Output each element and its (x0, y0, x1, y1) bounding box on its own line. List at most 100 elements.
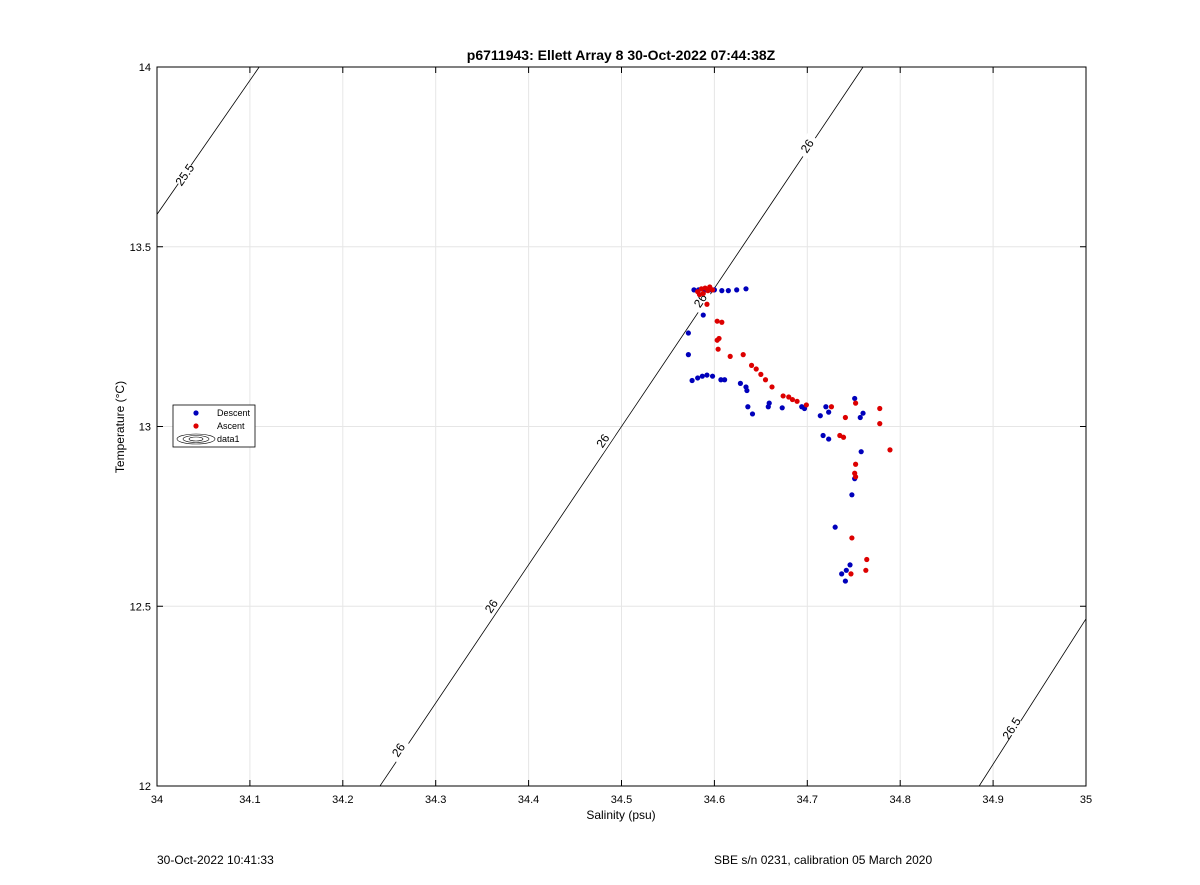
ascent-point (864, 556, 870, 563)
ascent-point (740, 352, 746, 358)
descent-point (847, 562, 853, 568)
ascent-point (715, 346, 721, 352)
contour-label-bg (795, 133, 820, 160)
contour-line (156, 66, 260, 215)
data-points (685, 284, 893, 584)
contour-label-bg (999, 715, 1024, 742)
descent-point (839, 571, 845, 577)
contour-label-bg (688, 287, 713, 314)
ascent-point (753, 366, 759, 372)
descent-point (817, 413, 823, 419)
descent-point (820, 432, 826, 439)
descent-point (685, 330, 691, 336)
descent-point (685, 352, 691, 358)
descent-point (852, 395, 858, 402)
ascent-point (828, 404, 835, 410)
legend: Descent Ascent data1 (172, 404, 256, 448)
descent-point (832, 524, 838, 530)
legend-label-data1: data1 (217, 434, 240, 444)
ascent-point (704, 301, 710, 307)
ascent-point (762, 377, 769, 383)
descent-point (843, 567, 849, 573)
descent-point (749, 411, 756, 417)
descent-point (842, 578, 848, 584)
ascent-point (887, 447, 893, 453)
x-tick-label: 34.8 (889, 794, 910, 806)
descent-point (858, 449, 864, 455)
ascent-point (877, 421, 883, 427)
contour-label-bg (172, 161, 197, 188)
descent-point (765, 404, 771, 410)
x-axis-label: Salinity (psu) (586, 808, 655, 822)
contour-label-bg (386, 737, 411, 764)
ascent-point (849, 535, 855, 541)
ascent-point (727, 353, 733, 359)
descent-point (826, 409, 832, 415)
legend-label-descent: Descent (217, 408, 251, 418)
y-tick-label: 13 (139, 422, 151, 434)
ascent-point (789, 396, 796, 403)
chart-title: p6711943: Ellett Array 8 30-Oct-2022 07:… (467, 47, 776, 63)
ascent-point (748, 362, 755, 368)
contour-line (379, 66, 864, 787)
descent-point (734, 287, 740, 293)
ascent-point (853, 474, 859, 480)
descent-point (718, 377, 724, 383)
descent-point (704, 372, 710, 378)
y-tick-label: 14 (139, 62, 151, 74)
descent-point (745, 404, 751, 410)
legend-marker-descent (193, 410, 199, 416)
descent-point (826, 436, 832, 442)
x-tick-label: 34.3 (425, 794, 446, 806)
descent-point (725, 288, 731, 294)
axis-ticks: 34 34.1 34.2 34.3 34.4 34.5 34.6 34.7 34.8 34.9 35… (130, 62, 1093, 806)
x-tick-label: 34.1 (239, 794, 260, 806)
legend-label-ascent: Ascent (217, 421, 245, 431)
contour-label-bg (479, 593, 504, 620)
descent-point (779, 405, 785, 411)
descent-point (722, 377, 728, 383)
y-axis-label: Temperature (°C) (113, 381, 127, 473)
ascent-point (719, 319, 725, 325)
ascent-point (780, 393, 786, 399)
x-tick-label: 34.2 (332, 794, 353, 806)
ascent-point (853, 461, 859, 467)
descent-point (700, 312, 706, 318)
footer-instrument: SBE s/n 0231, calibration 05 March 2020 (714, 853, 933, 867)
x-tick-label: 34.5 (611, 794, 632, 806)
contour-legend-icon (176, 433, 216, 445)
descent-point (699, 373, 705, 379)
descent-point (860, 410, 866, 416)
descent-point (823, 404, 829, 410)
descent-point (744, 387, 750, 394)
ascent-point (853, 400, 859, 406)
x-tick-label: 35 (1080, 794, 1092, 806)
ascent-point (863, 567, 869, 573)
contour-label: 25.5 (172, 161, 197, 188)
ascent-point (877, 405, 883, 412)
x-tick-label: 34 (151, 794, 163, 806)
contour-label-bg (590, 427, 615, 454)
x-tick-label: 34.6 (704, 794, 725, 806)
legend-marker-ascent (193, 423, 199, 429)
descent-point (737, 380, 744, 386)
ascent-point (786, 394, 792, 400)
y-tick-label: 12.5 (130, 601, 151, 613)
ascent-point (803, 402, 809, 408)
ascent-point (769, 384, 775, 390)
x-tick-label: 34.7 (797, 794, 818, 806)
ascent-point (714, 337, 720, 343)
ascent-point (696, 291, 703, 298)
ascent-point (758, 371, 764, 377)
ascent-point (714, 318, 720, 324)
ascent-point (709, 287, 716, 293)
y-tick-label: 12 (139, 781, 151, 793)
descent-point (695, 375, 701, 381)
descent-point (743, 286, 749, 292)
descent-point (719, 288, 725, 294)
x-tick-label: 34.9 (982, 794, 1003, 806)
footer-timestamp: 30-Oct-2022 10:41:33 (157, 853, 274, 867)
x-tick-label: 34.4 (518, 794, 539, 806)
